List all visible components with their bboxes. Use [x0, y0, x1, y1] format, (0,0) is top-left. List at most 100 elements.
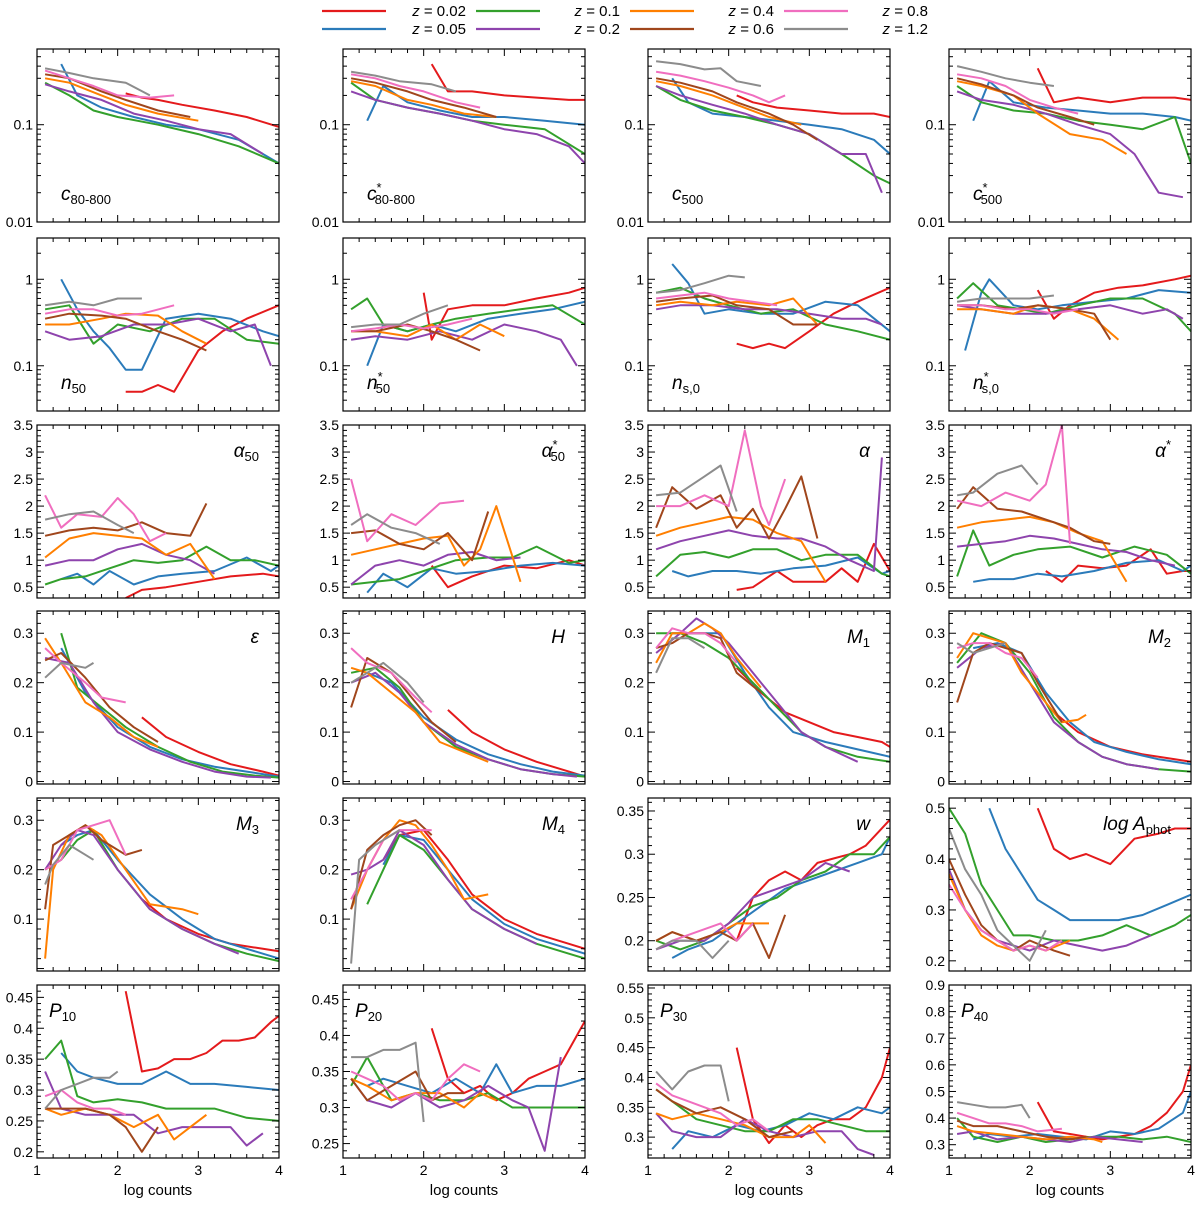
series-group [956, 632, 1191, 773]
series-line-z0.6 [655, 914, 787, 959]
y-tick-label: 0.9 [926, 977, 946, 993]
panel-label: α* [1155, 437, 1171, 462]
panel-ns0: 0.1 1 ns,0 [625, 237, 891, 412]
panel-frame [948, 797, 1192, 972]
series-line-z0.05 [366, 300, 585, 367]
y-tick-label: 1 [25, 552, 33, 568]
x-axis-label: log counts [1036, 1182, 1104, 1199]
panel-label: α* 50 [542, 437, 565, 464]
series-line-z0.05 [366, 85, 585, 126]
panel-label: M1 [847, 627, 870, 650]
series-line-z0.8 [44, 494, 167, 543]
series-line-z1.2 [956, 1101, 1031, 1119]
series-line-z0.1 [656, 632, 890, 763]
y-tick-label: 0.3 [320, 1100, 340, 1116]
series-line-z0.1 [44, 81, 279, 165]
y-tick-label: 0.4 [320, 1027, 340, 1043]
legend-item: z = 0.1 [476, 3, 620, 20]
series-line-z0.8 [956, 642, 1039, 679]
series-line-z0.02 [422, 286, 585, 341]
series-line-z0.8 [956, 425, 1071, 544]
series-line-z0.4 [44, 637, 159, 748]
series-line-z0.2 [655, 457, 883, 572]
series-line-z0.1 [655, 548, 890, 578]
series-line-z1.2 [655, 637, 706, 674]
y-tick-label: 1 [331, 271, 339, 287]
series-line-z1.2 [44, 297, 142, 307]
panel-frame [647, 797, 891, 972]
y-tick-label: 0.3 [926, 902, 946, 918]
series-group [44, 991, 279, 1153]
y-tick-label: 0.01 [6, 214, 33, 230]
panel-alphas: 0.5 1 1.5 2 2.5 3 3.5 α* [926, 417, 1192, 599]
series-line-z0.8 [350, 1063, 481, 1102]
series-line-z0.6 [350, 819, 433, 910]
series-line-z0.05 [382, 834, 585, 955]
y-tick-label: 3 [937, 444, 945, 460]
legend-item: z = 0.05 [322, 21, 466, 38]
y-tick-label: 0.1 [320, 911, 340, 927]
series-line-z0.02 [382, 829, 585, 950]
y-tick-label: 0.2 [14, 675, 34, 691]
y-tick-label: 0 [25, 774, 33, 790]
y-tick-label: 0.5 [926, 1083, 946, 1099]
series-line-z0.2 [949, 868, 1152, 952]
series-line-z0.6 [350, 77, 497, 118]
series-line-z0.8 [949, 883, 1063, 952]
y-tick-label: 0.1 [320, 358, 340, 374]
y-tick-label: 0.1 [320, 724, 340, 740]
y-tick-label: 0.35 [312, 1064, 339, 1080]
y-tick-label: 0.2 [320, 862, 340, 878]
series-line-z0.1 [60, 632, 279, 779]
series-line-z0.02 [1036, 274, 1191, 320]
series-line-z1.2 [956, 294, 1055, 303]
series-line-z0.05 [60, 829, 279, 960]
series-line-z0.6 [350, 657, 457, 743]
y-tick-label: 0.35 [617, 803, 644, 819]
y-tick-label: 0.5 [625, 1010, 645, 1026]
y-tick-label: 0.2 [14, 1144, 34, 1160]
series-line-z0.2 [350, 1056, 562, 1152]
y-tick-label: 2 [331, 498, 339, 514]
series-line-z0.6 [655, 1088, 794, 1139]
panel-label: M2 [1148, 627, 1171, 650]
panel-label: ns,0 [672, 373, 700, 396]
y-tick-label: 0.7 [926, 1030, 946, 1046]
panel-label: c* 80-800 [367, 180, 415, 207]
legend-label: z = 0.4 [728, 3, 774, 20]
series-line-z0.6 [350, 1070, 464, 1102]
series-line-z0.8 [350, 317, 473, 333]
series-line-z0.4 [350, 505, 522, 583]
y-tick-label: 0.1 [625, 358, 645, 374]
series-line-z0.05 [972, 642, 1191, 766]
legend-label: z = 0.02 [411, 3, 466, 20]
panel-c500s: 0.01 0.1 c* 500 [918, 48, 1192, 230]
y-tick-label: 0.2 [926, 953, 946, 969]
x-tick-label: 4 [1187, 1162, 1195, 1178]
y-tick-label: 1.5 [926, 525, 946, 541]
series-line-z0.6 [956, 77, 1095, 126]
series-line-z0.1 [956, 632, 1191, 773]
series-line-z0.02 [735, 818, 890, 942]
panel-label: α50 [234, 441, 259, 464]
y-tick-label: 3 [331, 444, 339, 460]
y-tick-label: 3.5 [14, 417, 34, 433]
y-tick-label: 2.5 [926, 471, 946, 487]
series-line-z0.05 [366, 671, 585, 777]
y-tick-label: 0 [636, 774, 644, 790]
panel-w: 0.2 0.25 0.3 0.35 w [617, 797, 891, 972]
legend-label: z = 0.6 [728, 21, 774, 38]
x-tick-label: 4 [581, 1162, 589, 1178]
x-axis-label: log counts [735, 1182, 803, 1199]
series-group [956, 65, 1191, 199]
panel-a50s: 0.5 1 1.5 2 2.5 3 3.5 α* 50 [320, 417, 586, 599]
y-tick-label: 2.5 [14, 471, 34, 487]
y-tick-label: 3 [636, 444, 644, 460]
series-line-z0.4 [655, 622, 762, 689]
series-group [956, 274, 1191, 351]
series-line-z0.1 [956, 529, 1191, 577]
series-line-z1.2 [956, 65, 1055, 87]
series-line-z0.4 [44, 532, 216, 580]
series-line-z0.1 [956, 282, 1191, 332]
series-line-z0.2 [956, 642, 1159, 771]
